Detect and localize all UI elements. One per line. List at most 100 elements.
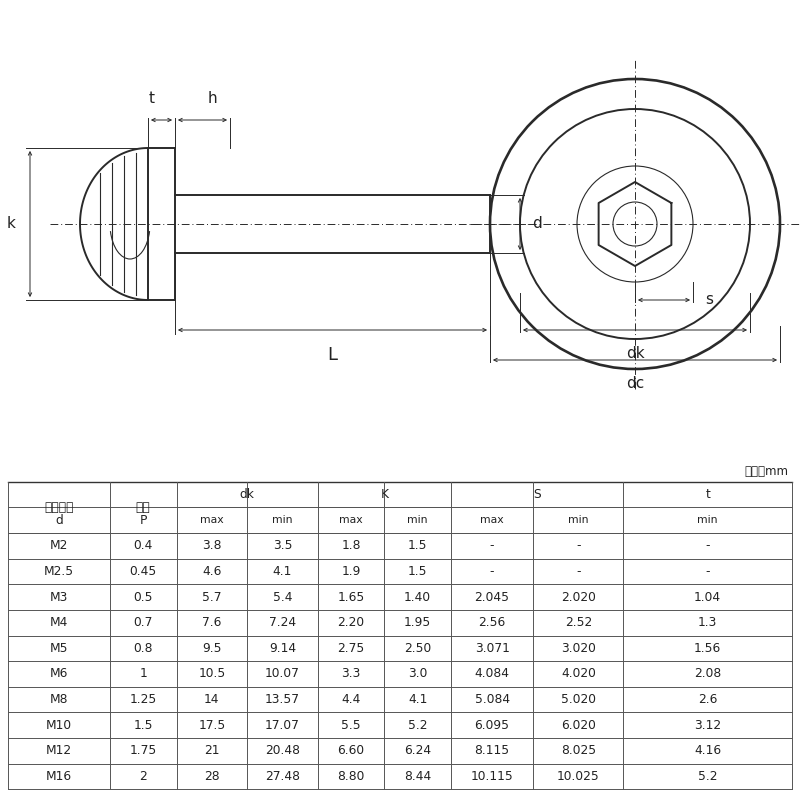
Text: 17.07: 17.07	[265, 718, 300, 732]
Text: 27.48: 27.48	[265, 770, 300, 783]
Text: 5.084: 5.084	[474, 693, 510, 706]
Text: M4: M4	[50, 616, 68, 630]
Text: 2.56: 2.56	[478, 616, 506, 630]
Text: 7.6: 7.6	[202, 616, 222, 630]
Text: 3.071: 3.071	[474, 642, 510, 655]
Text: max: max	[480, 515, 504, 526]
Text: 4.4: 4.4	[342, 693, 361, 706]
Text: 1.65: 1.65	[338, 590, 365, 604]
Text: 2.20: 2.20	[338, 616, 365, 630]
Text: K: K	[380, 488, 388, 501]
Text: 6.60: 6.60	[338, 744, 365, 758]
Text: -: -	[490, 565, 494, 578]
Text: 4.6: 4.6	[202, 565, 222, 578]
Text: 1.75: 1.75	[130, 744, 157, 758]
Text: 8.025: 8.025	[561, 744, 596, 758]
Text: M16: M16	[46, 770, 72, 783]
Text: 单位：mm: 单位：mm	[744, 465, 788, 478]
Text: 1.5: 1.5	[408, 539, 427, 552]
Text: S: S	[534, 488, 541, 501]
Text: 2.045: 2.045	[474, 590, 510, 604]
Text: M6: M6	[50, 667, 68, 681]
Text: 9.5: 9.5	[202, 642, 222, 655]
Text: 3.020: 3.020	[561, 642, 596, 655]
Text: 1.3: 1.3	[698, 616, 718, 630]
Text: 5.2: 5.2	[698, 770, 718, 783]
Text: min: min	[568, 515, 589, 526]
Text: P: P	[139, 514, 147, 526]
Text: 1.04: 1.04	[694, 590, 722, 604]
Text: 1.56: 1.56	[694, 642, 722, 655]
Text: 2.08: 2.08	[694, 667, 722, 681]
Text: M5: M5	[50, 642, 68, 655]
Text: 0.8: 0.8	[134, 642, 153, 655]
Text: L: L	[327, 346, 338, 364]
Text: 5.7: 5.7	[202, 590, 222, 604]
Text: 14: 14	[204, 693, 219, 706]
Text: 5.4: 5.4	[273, 590, 292, 604]
Text: 7.24: 7.24	[269, 616, 296, 630]
Text: 6.095: 6.095	[474, 718, 510, 732]
Text: 5.5: 5.5	[341, 718, 361, 732]
Text: 0.4: 0.4	[134, 539, 153, 552]
Text: dk: dk	[626, 346, 644, 361]
Text: 1.8: 1.8	[342, 539, 361, 552]
Text: 3.8: 3.8	[202, 539, 222, 552]
Text: 2.6: 2.6	[698, 693, 718, 706]
Text: d: d	[532, 217, 542, 231]
Text: min: min	[407, 515, 428, 526]
Text: 8.115: 8.115	[474, 744, 510, 758]
Text: 8.80: 8.80	[338, 770, 365, 783]
Text: dc: dc	[626, 376, 644, 391]
Text: M8: M8	[50, 693, 68, 706]
Text: 6.24: 6.24	[404, 744, 431, 758]
Text: 3.3: 3.3	[342, 667, 361, 681]
Text: 1.25: 1.25	[130, 693, 157, 706]
Text: 13.57: 13.57	[265, 693, 300, 706]
Text: 5.020: 5.020	[561, 693, 596, 706]
Text: -: -	[576, 539, 581, 552]
Text: 3.12: 3.12	[694, 718, 722, 732]
Text: M2.5: M2.5	[44, 565, 74, 578]
Text: 1.40: 1.40	[404, 590, 431, 604]
Text: -: -	[706, 539, 710, 552]
Text: 2.75: 2.75	[338, 642, 365, 655]
Text: -: -	[490, 539, 494, 552]
Text: dk: dk	[240, 488, 254, 501]
Text: 28: 28	[204, 770, 220, 783]
Text: 螺距: 螺距	[136, 501, 150, 514]
Text: 2: 2	[139, 770, 147, 783]
Text: -: -	[576, 565, 581, 578]
Text: t: t	[149, 91, 155, 106]
Text: 1.5: 1.5	[134, 718, 153, 732]
Text: 1.5: 1.5	[408, 565, 427, 578]
Text: 5.2: 5.2	[408, 718, 427, 732]
Text: 2.52: 2.52	[565, 616, 592, 630]
Text: 4.1: 4.1	[273, 565, 292, 578]
Text: 4.16: 4.16	[694, 744, 722, 758]
Text: 3.5: 3.5	[273, 539, 292, 552]
Text: min: min	[698, 515, 718, 526]
Text: 2.50: 2.50	[404, 642, 431, 655]
Text: 0.45: 0.45	[130, 565, 157, 578]
Text: k: k	[7, 217, 16, 231]
Text: 4.084: 4.084	[474, 667, 510, 681]
Text: -: -	[706, 565, 710, 578]
Text: s: s	[705, 293, 713, 307]
Text: M10: M10	[46, 718, 72, 732]
Text: max: max	[200, 515, 224, 526]
Text: d: d	[55, 514, 63, 526]
Text: h: h	[207, 91, 217, 106]
Text: 10.025: 10.025	[557, 770, 600, 783]
Text: 1.95: 1.95	[404, 616, 431, 630]
Text: 8.44: 8.44	[404, 770, 431, 783]
Text: 3.0: 3.0	[408, 667, 427, 681]
Text: 2.020: 2.020	[561, 590, 596, 604]
Text: 10.5: 10.5	[198, 667, 226, 681]
Text: t: t	[706, 488, 710, 501]
Text: 1: 1	[139, 667, 147, 681]
Text: 20.48: 20.48	[265, 744, 300, 758]
Text: 10.07: 10.07	[265, 667, 300, 681]
Text: 1.9: 1.9	[342, 565, 361, 578]
Text: 公称直径: 公称直径	[44, 501, 74, 514]
